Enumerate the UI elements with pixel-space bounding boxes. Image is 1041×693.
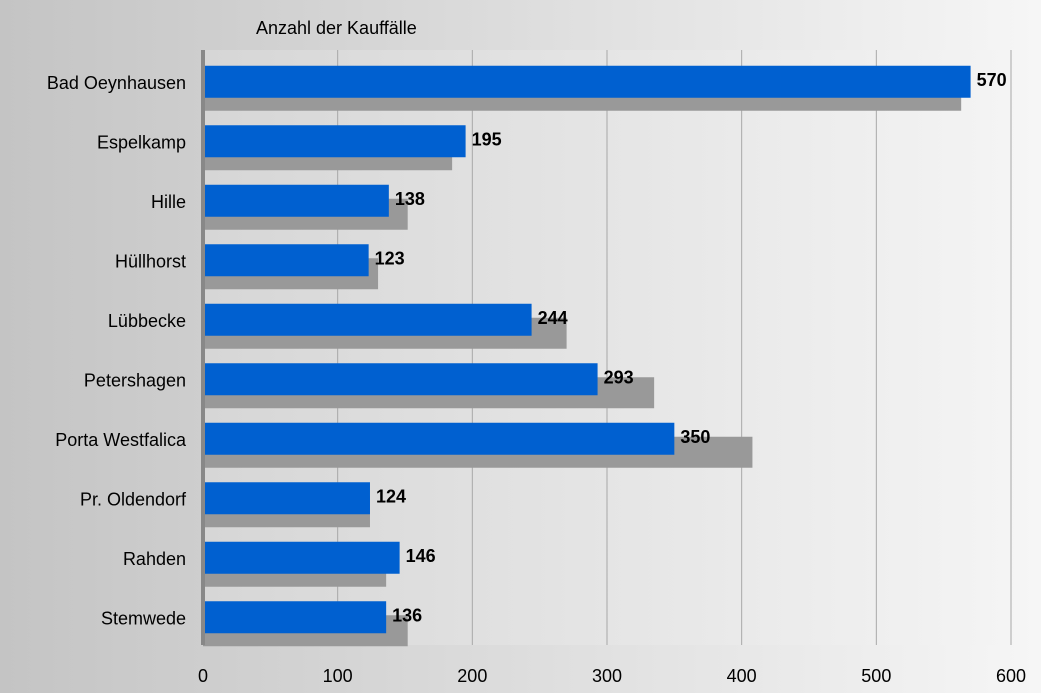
category-label: Espelkamp [97, 132, 186, 152]
x-tick-label: 500 [861, 666, 891, 686]
data-label: 350 [680, 427, 710, 447]
x-tick-label: 400 [727, 666, 757, 686]
data-label: 293 [604, 367, 634, 387]
data-label: 124 [376, 486, 406, 506]
x-tick-label: 200 [457, 666, 487, 686]
category-label: Porta Westfalica [55, 430, 187, 450]
category-label: Rahden [123, 549, 186, 569]
data-label: 138 [395, 189, 425, 209]
category-label: Petershagen [84, 370, 186, 390]
category-label: Hüllhorst [115, 251, 186, 271]
bar [203, 541, 400, 574]
bar [203, 184, 389, 217]
bar [203, 363, 598, 396]
category-label: Pr. Oldendorf [80, 489, 187, 509]
data-label: 146 [406, 546, 436, 566]
chart-title: Anzahl der Kauffälle [256, 18, 417, 38]
x-tick-label: 0 [198, 666, 208, 686]
data-label: 136 [392, 605, 422, 625]
x-axis: 0 100 200 300 400 500 600 [198, 50, 1026, 686]
category-label: Hille [151, 192, 186, 212]
data-label: 244 [538, 308, 568, 328]
data-labels: 570 195 138 123 244 293 350 124 146 136 [375, 70, 1007, 626]
bar [203, 65, 971, 98]
bar [203, 244, 369, 277]
category-label: Lübbecke [108, 311, 186, 331]
category-label: Stemwede [101, 608, 186, 628]
bar [203, 303, 532, 336]
bar [203, 482, 370, 515]
bar [203, 422, 675, 455]
bar [203, 125, 466, 158]
data-label: 123 [375, 248, 405, 268]
category-labels: Bad Oeynhausen Espelkamp Hille Hüllhorst Lüb… [47, 73, 187, 629]
x-tick-label: 100 [323, 666, 353, 686]
bar [203, 601, 387, 634]
category-label: Bad Oeynhausen [47, 73, 186, 93]
x-tick-label: 600 [996, 666, 1026, 686]
x-tick-label: 300 [592, 666, 622, 686]
bars [203, 65, 971, 647]
data-label: 195 [472, 129, 502, 149]
data-label: 570 [977, 70, 1007, 90]
